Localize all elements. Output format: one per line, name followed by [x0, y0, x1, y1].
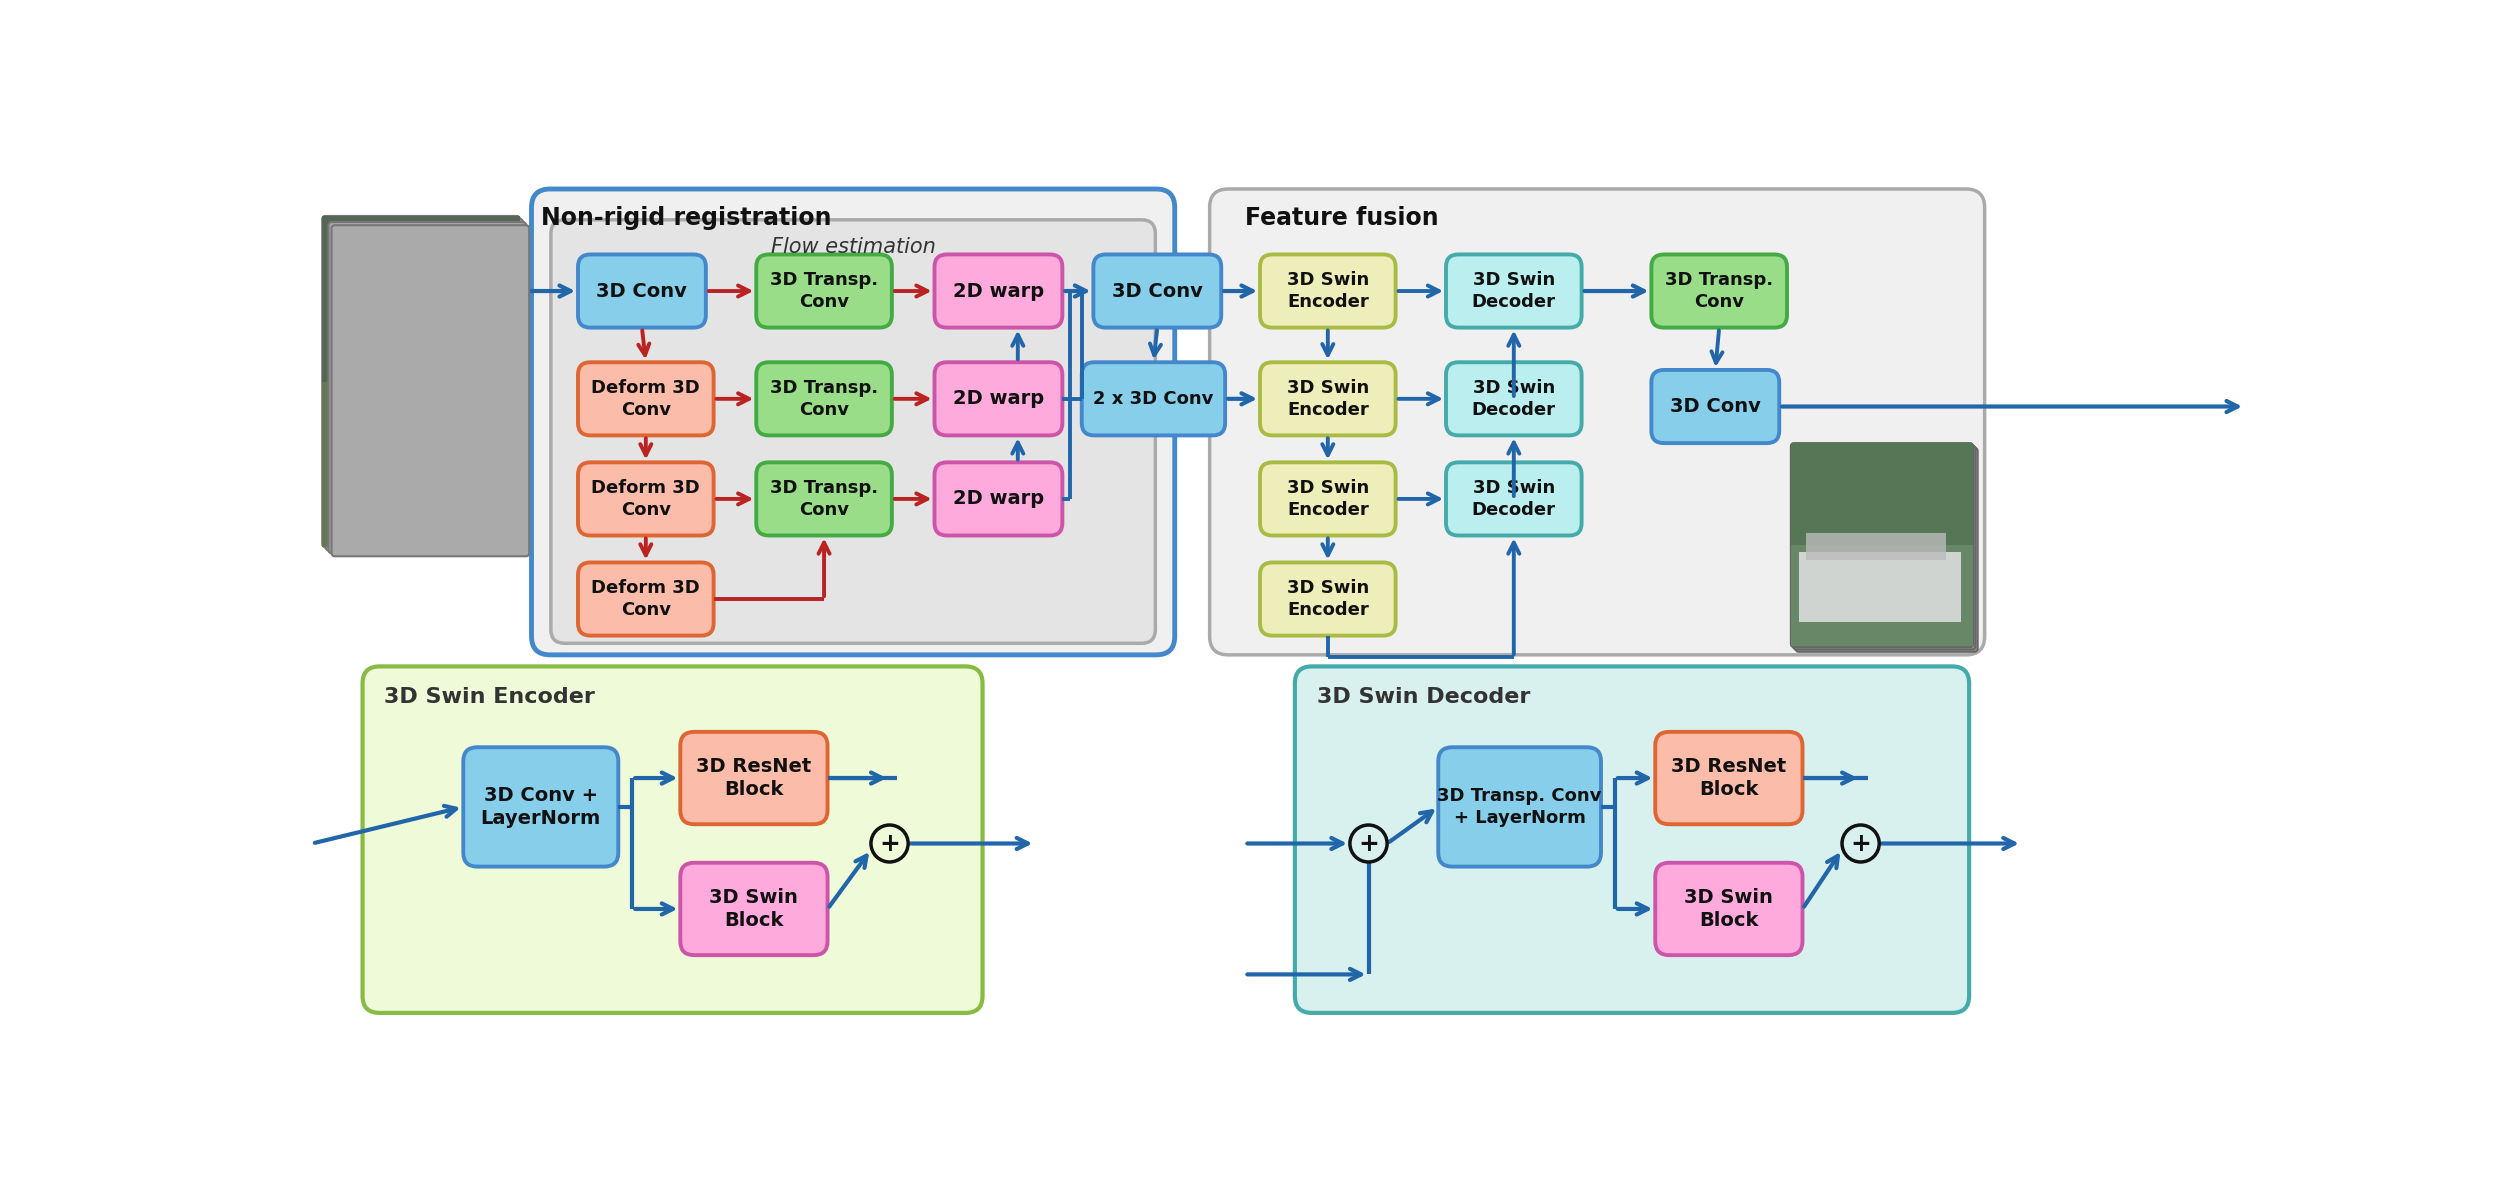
FancyBboxPatch shape — [1261, 463, 1396, 536]
Bar — [322, 382, 521, 547]
Text: 3D Swin
Encoder: 3D Swin Encoder — [1286, 378, 1369, 419]
FancyBboxPatch shape — [463, 747, 619, 866]
Text: +: + — [1849, 832, 1872, 856]
Text: 3D Swin
Decoder: 3D Swin Decoder — [1472, 378, 1555, 419]
Text: 2D warp: 2D warp — [954, 282, 1044, 301]
Text: 3D Swin
Encoder: 3D Swin Encoder — [1286, 578, 1369, 619]
FancyBboxPatch shape — [1447, 362, 1583, 436]
FancyBboxPatch shape — [1210, 189, 1985, 654]
Bar — [1791, 545, 1973, 646]
FancyBboxPatch shape — [679, 863, 828, 956]
Bar — [1791, 443, 1973, 545]
FancyBboxPatch shape — [332, 225, 528, 556]
Bar — [1806, 533, 1945, 560]
Bar — [337, 397, 503, 489]
FancyBboxPatch shape — [1082, 362, 1225, 436]
FancyBboxPatch shape — [1794, 445, 1975, 650]
FancyBboxPatch shape — [1656, 732, 1801, 825]
Text: 3D ResNet
Block: 3D ResNet Block — [697, 757, 813, 800]
Text: Deform 3D
Conv: Deform 3D Conv — [591, 478, 699, 519]
FancyBboxPatch shape — [551, 220, 1155, 644]
FancyBboxPatch shape — [933, 362, 1062, 436]
Text: Deform 3D
Conv: Deform 3D Conv — [591, 378, 699, 419]
FancyBboxPatch shape — [579, 362, 715, 436]
Text: 3D Swin
Block: 3D Swin Block — [1683, 888, 1774, 931]
Text: 2 x 3D Conv: 2 x 3D Conv — [1094, 390, 1213, 408]
Text: +: + — [878, 832, 901, 856]
FancyBboxPatch shape — [933, 255, 1062, 327]
Bar — [1799, 552, 1962, 621]
FancyBboxPatch shape — [579, 463, 715, 536]
FancyBboxPatch shape — [757, 362, 891, 436]
FancyBboxPatch shape — [757, 463, 891, 536]
FancyBboxPatch shape — [1261, 563, 1396, 635]
FancyBboxPatch shape — [1296, 666, 1970, 1013]
FancyBboxPatch shape — [1261, 362, 1396, 436]
FancyBboxPatch shape — [579, 563, 715, 635]
Text: 3D Conv +
LayerNorm: 3D Conv + LayerNorm — [481, 785, 601, 828]
FancyBboxPatch shape — [1094, 255, 1220, 327]
Text: 3D Transp.
Conv: 3D Transp. Conv — [770, 271, 878, 311]
Text: 3D Swin
Block: 3D Swin Block — [710, 888, 798, 931]
FancyBboxPatch shape — [1261, 255, 1396, 327]
Text: 3D Swin
Encoder: 3D Swin Encoder — [1286, 478, 1369, 519]
Text: Flow estimation: Flow estimation — [770, 237, 936, 257]
Text: 3D Conv: 3D Conv — [596, 282, 687, 301]
Text: +: + — [1359, 832, 1379, 856]
FancyBboxPatch shape — [531, 189, 1175, 654]
FancyBboxPatch shape — [1439, 747, 1600, 866]
Text: 3D Swin
Decoder: 3D Swin Decoder — [1472, 271, 1555, 311]
Text: 3D Conv: 3D Conv — [1112, 282, 1203, 301]
Text: 2D warp: 2D warp — [954, 389, 1044, 408]
FancyBboxPatch shape — [1447, 463, 1583, 536]
Text: 2D warp: 2D warp — [954, 489, 1044, 508]
Text: 3D Swin
Encoder: 3D Swin Encoder — [1286, 271, 1369, 311]
Text: Non-rigid registration: Non-rigid registration — [541, 206, 833, 230]
FancyBboxPatch shape — [933, 463, 1062, 536]
Text: 3D Swin Encoder: 3D Swin Encoder — [385, 687, 596, 707]
Text: 3D Transp.
Conv: 3D Transp. Conv — [770, 378, 878, 419]
Text: 3D Swin
Decoder: 3D Swin Decoder — [1472, 478, 1555, 519]
FancyBboxPatch shape — [1796, 447, 1978, 652]
FancyBboxPatch shape — [1650, 255, 1786, 327]
Bar — [322, 215, 521, 382]
FancyBboxPatch shape — [679, 732, 828, 825]
FancyBboxPatch shape — [325, 219, 523, 550]
Text: 3D ResNet
Block: 3D ResNet Block — [1671, 757, 1786, 800]
Text: 3D Transp. Conv
+ LayerNorm: 3D Transp. Conv + LayerNorm — [1437, 787, 1603, 827]
FancyBboxPatch shape — [579, 255, 707, 327]
FancyBboxPatch shape — [362, 666, 984, 1013]
Text: 3D Transp.
Conv: 3D Transp. Conv — [1666, 271, 1774, 311]
Text: Deform 3D
Conv: Deform 3D Conv — [591, 578, 699, 619]
FancyBboxPatch shape — [1650, 370, 1779, 443]
FancyBboxPatch shape — [330, 223, 526, 553]
Text: 3D Conv: 3D Conv — [1671, 397, 1761, 416]
FancyBboxPatch shape — [322, 215, 521, 547]
FancyBboxPatch shape — [1791, 443, 1973, 647]
Text: 3D Transp.
Conv: 3D Transp. Conv — [770, 478, 878, 519]
FancyBboxPatch shape — [757, 255, 891, 327]
Bar — [345, 367, 488, 405]
Text: Feature fusion: Feature fusion — [1245, 206, 1439, 230]
FancyBboxPatch shape — [1656, 863, 1801, 956]
FancyBboxPatch shape — [1447, 255, 1583, 327]
Text: 3D Swin Decoder: 3D Swin Decoder — [1316, 687, 1530, 707]
